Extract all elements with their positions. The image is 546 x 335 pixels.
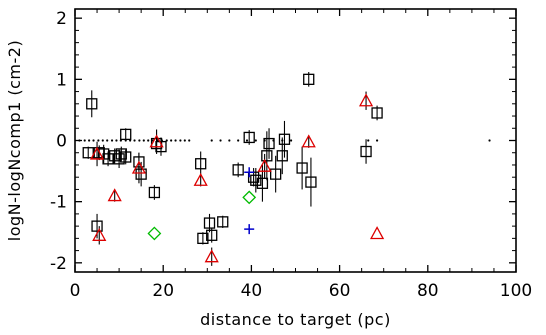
zero-reference-dot — [179, 139, 182, 142]
square-point — [232, 164, 244, 176]
triangle-point — [131, 160, 147, 174]
y-tick-label: 2 — [56, 9, 67, 29]
zero-reference-dot — [367, 139, 370, 142]
x-tick-label: 60 — [329, 281, 351, 301]
zero-reference-dot — [83, 139, 86, 142]
square-point — [82, 147, 94, 159]
triangle-point — [193, 172, 208, 186]
zero-reference-dot — [133, 139, 136, 142]
square-point — [296, 162, 308, 174]
triangle-point — [301, 134, 316, 148]
square-point — [120, 128, 132, 141]
plus-point — [244, 167, 255, 178]
diamond-point — [242, 190, 257, 205]
triangle-point — [149, 134, 164, 148]
zero-reference-dot — [237, 139, 240, 142]
zero-reference-dot — [210, 139, 213, 142]
square-point — [86, 98, 98, 110]
y-tick-label: -2 — [50, 254, 67, 274]
y-axis-label: logN-logNcomp1 (cm-2) — [5, 40, 24, 241]
square-point — [135, 168, 147, 180]
zero-reference-dot — [170, 139, 173, 142]
zero-reference-dot — [254, 139, 257, 142]
zero-reference-dot — [142, 139, 145, 142]
square-point — [276, 150, 288, 162]
square-point — [195, 158, 207, 170]
square-point — [197, 232, 209, 245]
x-tick-label: 100 — [500, 281, 532, 301]
triangle-point — [89, 146, 105, 160]
square-point — [217, 216, 229, 228]
x-tick-label: 0 — [70, 281, 81, 301]
triangle-point — [107, 188, 122, 202]
zero-reference-dot — [110, 139, 114, 142]
square-point — [270, 168, 282, 180]
data-marks — [78, 71, 491, 266]
zero-reference-dot — [188, 139, 191, 142]
zero-reference-dot — [97, 139, 100, 142]
x-tick-label: 20 — [152, 281, 174, 301]
zero-reference-dot — [245, 139, 249, 142]
triangle-point — [369, 226, 385, 240]
square-point — [256, 177, 269, 189]
square-point — [250, 174, 262, 186]
zero-reference-dot — [88, 139, 91, 142]
x-tick-label: 40 — [241, 281, 263, 301]
y-tick-label: 0 — [56, 132, 67, 152]
zero-reference-dot — [115, 139, 118, 142]
triangle-point — [358, 93, 374, 107]
zero-reference-dot — [92, 139, 95, 142]
square-point — [305, 176, 317, 188]
axis-ticks: 0 20 40 60 80 100 -2 -1 0 1 2 — [50, 9, 532, 301]
square-point — [303, 73, 315, 85]
zero-reference-dot — [183, 139, 186, 142]
zero-reference-dot — [106, 139, 109, 142]
square-point — [203, 217, 216, 229]
square-point — [278, 133, 291, 145]
triangle-point — [204, 249, 219, 263]
zero-reference-dot — [228, 139, 231, 142]
zero-reference-dot — [289, 139, 293, 142]
square-point — [371, 107, 383, 119]
zero-reference-dot — [147, 139, 150, 142]
square-point — [360, 145, 372, 158]
x-axis-label: distance to target (pc) — [200, 310, 391, 329]
zero-reference-dot — [219, 139, 222, 142]
square-point — [243, 131, 255, 144]
square-point — [148, 186, 161, 199]
y-tick-label: -1 — [50, 193, 67, 213]
zero-reference-dot — [375, 139, 379, 142]
square-point — [206, 229, 218, 241]
zero-reference-dot — [488, 139, 491, 142]
zero-reference-dot — [101, 139, 104, 142]
y-tick-label: 1 — [56, 70, 67, 90]
square-point — [91, 220, 103, 232]
diamond-point — [147, 226, 162, 241]
triangle-point — [92, 227, 107, 241]
plus-point — [244, 224, 255, 235]
x-tick-label: 80 — [417, 281, 439, 301]
triangle-point — [257, 158, 272, 172]
square-point — [120, 151, 132, 163]
square-point — [261, 150, 273, 162]
square-point — [263, 137, 275, 150]
zero-reference-dot — [138, 139, 141, 142]
zero-reference-dot — [174, 139, 177, 142]
